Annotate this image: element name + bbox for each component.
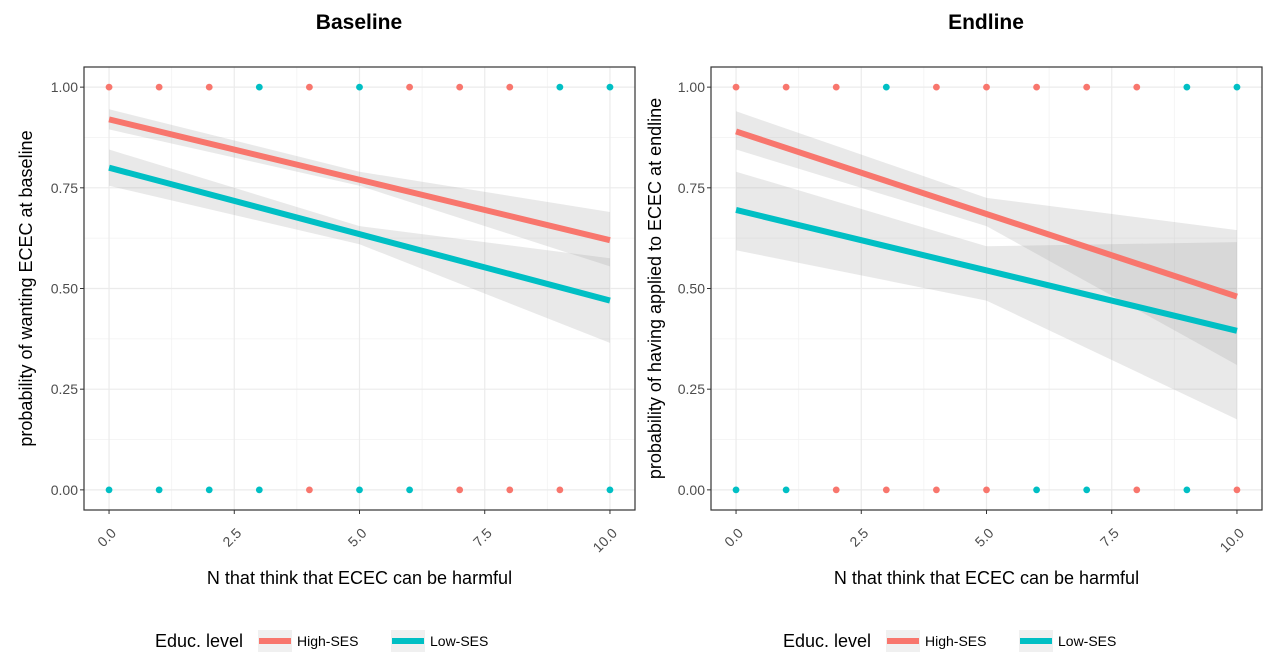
fit-line-high-ses [108,116,611,244]
y-tick-label: 0.75 [678,180,705,196]
chart-panel-2: 0.00 0.25 0.50 0.75 1.00 0.0 2.5 5.0 7.5 10.0 Endl… [645,11,1263,652]
chart-panel-1: 0.00 0.25 0.50 0.75 1.00 0.0 2.5 5.0 7.5 10.0 Base… [16,11,636,652]
data-point [306,83,313,91]
data-point [456,83,464,91]
data-point [983,83,990,91]
chart-title: Endline [948,11,1024,34]
data-point [832,83,840,91]
x-tick-label: 10.0 [589,525,620,556]
data-point [556,486,564,494]
y-axis-label: probability of wanting ECEC at baseline [16,130,36,446]
data-point [732,486,740,494]
x-tick-label: 7.5 [1097,525,1122,550]
data-point [155,486,163,494]
data-point [782,83,790,91]
data-point [255,486,263,494]
y-axis-label: probability of having applied to ECEC at… [645,98,665,479]
x-tick-label: 5.0 [972,525,997,550]
fit-line-low-ses [108,164,611,304]
legend: Educ. level High-SES Low-SES [155,630,488,652]
legend-label: Low-SES [1058,633,1116,649]
data-point [882,83,890,91]
data-point [1083,83,1091,91]
data-point [105,486,113,494]
data-point [356,83,363,91]
y-tick-label: 0.00 [678,482,705,498]
legend-label: High-SES [925,633,986,649]
data-point [506,83,514,91]
points-low-ses [732,83,1241,494]
data-point [356,486,363,494]
data-point [1233,486,1241,494]
data-point [1033,83,1040,91]
x-tick-label: 0.0 [721,525,746,550]
data-point [1183,486,1191,494]
y-tick-label: 0.25 [51,381,78,397]
points-low-ses [105,83,614,494]
legend-title: Educ. level [155,631,243,651]
data-point [406,486,413,494]
x-tick-label: 2.5 [219,525,244,550]
x-axis-label: N that think that ECEC can be harmful [834,568,1139,588]
x-tick-label: 7.5 [470,525,495,550]
y-tick-label: 1.00 [51,79,78,95]
x-tick-label: 10.0 [1216,525,1247,556]
y-tick-label: 0.00 [51,482,78,498]
data-point [983,486,990,494]
legend: Educ. level High-SES Low-SES [783,630,1116,652]
legend-title: Educ. level [783,631,871,651]
data-point [306,486,313,494]
y-tick-label: 0.75 [51,180,78,196]
data-point [456,486,464,494]
data-point [606,83,614,91]
y-tick-label: 0.50 [51,281,78,297]
data-point [732,83,740,91]
legend-label: High-SES [297,633,358,649]
x-tick-label: 2.5 [846,525,871,550]
x-tick-label: 5.0 [345,525,370,550]
data-point [1033,486,1040,494]
data-point [556,83,564,91]
data-point [205,83,213,91]
legend-label: Low-SES [430,633,488,649]
confidence-band-low-ses [736,171,1237,420]
data-point [1183,83,1191,91]
chart-title: Baseline [316,11,402,34]
data-point [406,83,413,91]
data-point [205,486,213,494]
data-point [1083,486,1091,494]
data-point [933,486,940,494]
data-point [155,83,163,91]
points-high-ses [732,83,1241,494]
data-point [1233,83,1241,91]
y-tick-label: 1.00 [678,79,705,95]
y-tick-label: 0.25 [678,381,705,397]
data-point [606,486,614,494]
data-point [882,486,890,494]
data-point [1133,486,1141,494]
fit-line-low-ses [735,207,1238,334]
data-point [782,486,790,494]
data-point [255,83,263,91]
x-tick-label: 0.0 [94,525,119,550]
data-point [1133,83,1141,91]
y-tick-label: 0.50 [678,281,705,297]
x-axis-label: N that think that ECEC can be harmful [207,568,512,588]
data-point [832,486,840,494]
data-point [105,83,113,91]
data-point [506,486,514,494]
data-point [933,83,940,91]
fit-line-high-ses [735,128,1238,300]
points-high-ses [105,83,564,494]
